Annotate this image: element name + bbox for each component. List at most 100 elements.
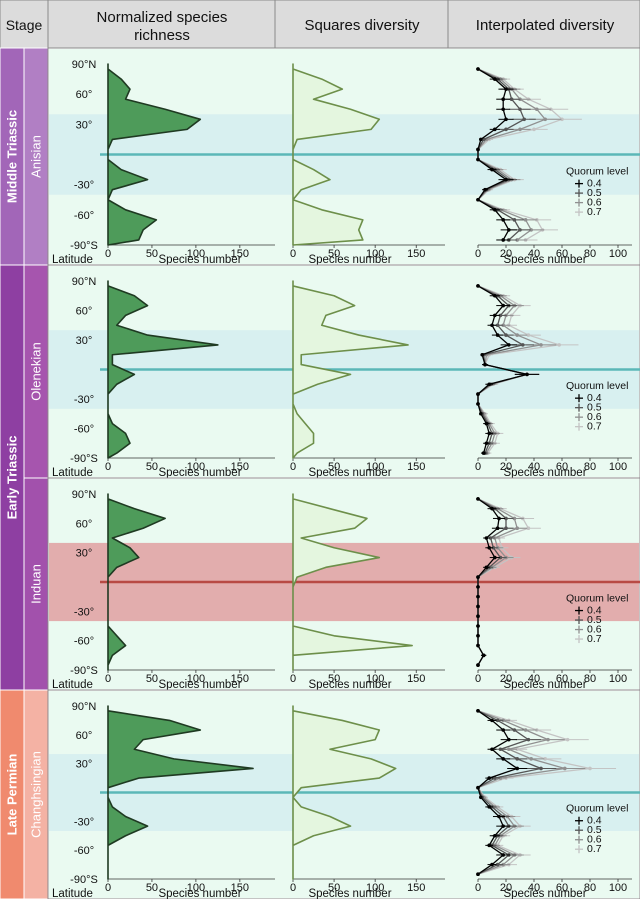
quorum-legend-title: Quorum level xyxy=(566,166,628,178)
latitude-axis-title: Latitude xyxy=(52,467,93,479)
era-bar xyxy=(0,47,25,266)
lat-tick-label: -30° xyxy=(74,606,94,618)
interp-point xyxy=(515,526,519,531)
interp-point xyxy=(484,536,489,540)
interp-point xyxy=(491,545,496,550)
interp-point xyxy=(507,343,511,347)
interp-point xyxy=(515,238,519,242)
richness-x-tick-label: 50 xyxy=(146,673,158,685)
interp-x-tick-label: 60 xyxy=(556,882,568,894)
interp-x-title: Species number xyxy=(503,679,586,691)
panel-induan: 90°N 60° 30° -30° -60° -90°S 0 50 100 150 0 50 100 15… xyxy=(47,477,640,691)
panel-olenekian: 90°N 60° 30° -30° -60° -90°S 0 50 100 150 0 50 100 15… xyxy=(47,264,640,479)
quorum-legend-label: 0.5 xyxy=(587,824,602,836)
quorum-legend-label: 0.7 xyxy=(587,421,602,433)
squares-x-title: Species number xyxy=(308,467,391,479)
interp-point xyxy=(504,526,508,531)
squares-x-title: Species number xyxy=(308,679,391,691)
interp-line-q0.5 xyxy=(477,710,544,875)
interp-point xyxy=(476,147,480,152)
richness-x-title: Species number xyxy=(158,467,241,479)
interp-point xyxy=(495,862,500,867)
richness-x-tick-label: 150 xyxy=(231,673,249,685)
interp-point xyxy=(490,167,494,172)
interp-point xyxy=(476,663,480,667)
interp-point xyxy=(497,814,501,819)
interp-point xyxy=(493,127,497,132)
lat-tick-label: -90°S xyxy=(70,453,98,465)
interp-point xyxy=(484,421,489,426)
lat-tick-label: 60° xyxy=(76,730,93,742)
lat-tick-label: -30° xyxy=(74,394,94,406)
interp-x-tick-label: 80 xyxy=(584,882,596,894)
interp-point xyxy=(501,107,506,112)
interp-point xyxy=(497,516,501,521)
header-row: Stage Normalized species richness Square… xyxy=(0,0,640,49)
header-interp: Interpolated diversity xyxy=(476,17,615,34)
interp-point xyxy=(501,757,506,761)
interp-point xyxy=(495,323,500,328)
quorum-legend-label: 0.4 xyxy=(587,605,602,617)
lat-tick-label: 90°N xyxy=(72,59,97,71)
richness-x-tick-label: 50 xyxy=(146,882,158,894)
interp-point xyxy=(484,565,489,570)
squares-area xyxy=(292,63,381,246)
richness-area xyxy=(107,705,254,880)
header-interp-cell xyxy=(447,0,640,49)
stage-label: Changhsingian xyxy=(28,751,43,838)
richness-x-title: Species number xyxy=(158,679,241,691)
richness-x-tick-label: 100 xyxy=(187,673,205,685)
interp-point xyxy=(518,228,522,232)
interp-point xyxy=(526,526,531,531)
richness-x-tick-label: 50 xyxy=(146,248,158,260)
richness-x-tick-label: 100 xyxy=(187,882,205,894)
interp-x-tick-label: 80 xyxy=(584,461,596,473)
lat-tick-label: 30° xyxy=(76,335,93,347)
interp-x-tick-label: 100 xyxy=(609,461,627,473)
interp-point xyxy=(493,776,497,780)
panels: 90°N 60° 30° -30° -60° -90°S 0 50 100 150 0 50 100 15… xyxy=(47,47,640,899)
squares-x-tick-label: 50 xyxy=(328,673,340,685)
stage-column: Middle Triassic Early Triassic Late Permia… xyxy=(0,47,49,899)
interp-x-tick-label: 100 xyxy=(609,882,627,894)
interp-x-tick-label: 40 xyxy=(528,882,540,894)
interp-point xyxy=(512,728,517,732)
interp-x-title: Species number xyxy=(503,254,586,266)
interp-x-tick-label: 80 xyxy=(584,248,596,260)
interp-point xyxy=(487,545,492,550)
lat-tick-label: 90°N xyxy=(72,489,97,501)
richness-x-title: Species number xyxy=(158,254,241,266)
interp-point xyxy=(490,862,494,867)
richness-area xyxy=(107,280,219,459)
quorum-legend-label: 0.5 xyxy=(587,187,602,199)
quorum-legend-title: Quorum level xyxy=(566,803,628,815)
interp-point xyxy=(488,536,493,540)
interp-point xyxy=(504,177,508,182)
interp-point xyxy=(487,382,492,387)
interp-x-tick-label: 20 xyxy=(500,673,512,685)
era-label: Early Triassic xyxy=(4,436,19,520)
lat-tick-label: -90°S xyxy=(70,874,98,886)
richness-x-tick-label: 150 xyxy=(231,248,249,260)
interp-point xyxy=(507,228,511,232)
richness-x-tick-label: 50 xyxy=(146,461,158,473)
interp-point xyxy=(529,228,533,232)
interp-point xyxy=(515,757,519,761)
interp-point xyxy=(509,97,514,101)
interp-x-tick-label: 0 xyxy=(475,461,481,473)
interp-point xyxy=(529,757,533,761)
interp-point xyxy=(495,333,500,337)
squares-x-tick-label: 150 xyxy=(407,882,425,894)
header-richness-cell xyxy=(47,0,276,49)
interp-point xyxy=(481,451,486,455)
era-label: Late Permian xyxy=(4,754,19,836)
interp-point xyxy=(504,333,508,337)
squares-x-tick-label: 50 xyxy=(328,882,340,894)
squares-x-tick-label: 0 xyxy=(290,673,296,685)
interp-point xyxy=(526,737,531,742)
interp-point xyxy=(501,218,506,222)
interp-point xyxy=(476,497,480,501)
interp-point xyxy=(588,766,592,771)
lat-tick-label: -30° xyxy=(74,180,94,192)
stage-label: Anisian xyxy=(28,135,43,178)
